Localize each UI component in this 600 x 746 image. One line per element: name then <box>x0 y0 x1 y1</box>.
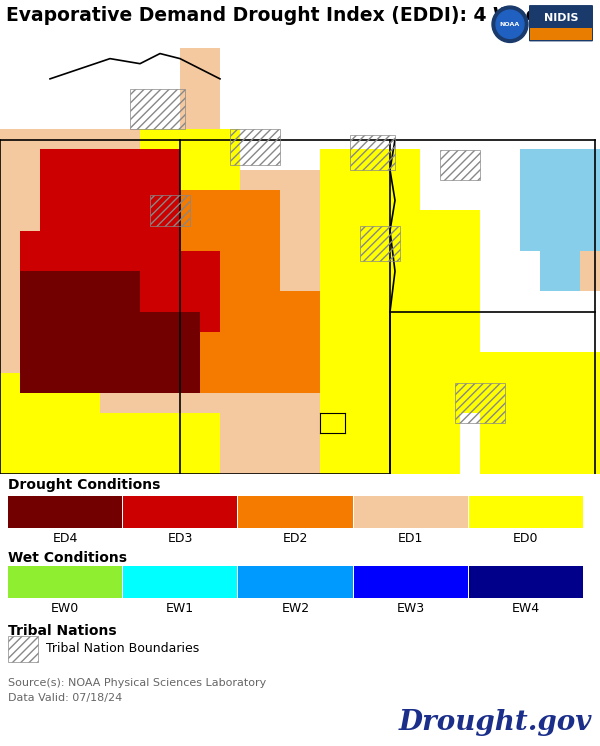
Text: Wet Conditions: Wet Conditions <box>8 551 127 565</box>
Text: EW1: EW1 <box>166 602 194 615</box>
Bar <box>360 225 400 261</box>
Text: Tribal Nation Boundaries: Tribal Nation Boundaries <box>46 642 199 656</box>
Bar <box>130 89 185 130</box>
Bar <box>238 496 353 527</box>
Text: Source(s): NOAA Physical Sciences Laboratory: Source(s): NOAA Physical Sciences Labora… <box>8 678 266 688</box>
Bar <box>353 496 468 527</box>
Text: ED0: ED0 <box>513 532 539 545</box>
Bar <box>8 496 122 527</box>
Bar <box>469 496 583 527</box>
Text: Drought.gov: Drought.gov <box>398 709 592 736</box>
Circle shape <box>492 6 528 43</box>
Text: EW0: EW0 <box>51 602 79 615</box>
Text: Drought Conditions: Drought Conditions <box>8 477 160 492</box>
Text: ED3: ED3 <box>167 532 193 545</box>
Bar <box>350 134 395 170</box>
Text: EW2: EW2 <box>281 602 310 615</box>
Bar <box>150 195 190 225</box>
Text: ED4: ED4 <box>52 532 78 545</box>
Text: EW4: EW4 <box>512 602 540 615</box>
Text: EW3: EW3 <box>397 602 425 615</box>
Text: Evaporative Demand Drought Index (EDDI): 4 Week: Evaporative Demand Drought Index (EDDI):… <box>6 6 551 25</box>
Text: NIDIS: NIDIS <box>544 13 578 23</box>
Text: Data Valid: 07/18/24: Data Valid: 07/18/24 <box>8 693 122 703</box>
Bar <box>8 565 122 598</box>
Bar <box>123 496 238 527</box>
Bar <box>8 636 38 662</box>
Bar <box>238 565 353 598</box>
Bar <box>469 565 583 598</box>
Bar <box>455 383 505 423</box>
Text: ED2: ED2 <box>283 532 308 545</box>
Text: Tribal Nations: Tribal Nations <box>8 624 116 638</box>
Text: NOAA: NOAA <box>500 22 520 27</box>
FancyBboxPatch shape <box>529 5 593 42</box>
Bar <box>440 150 480 180</box>
Bar <box>530 28 592 40</box>
Text: ED1: ED1 <box>398 532 424 545</box>
Bar <box>123 565 238 598</box>
Bar <box>353 565 468 598</box>
Bar <box>230 130 280 165</box>
Circle shape <box>496 10 524 38</box>
